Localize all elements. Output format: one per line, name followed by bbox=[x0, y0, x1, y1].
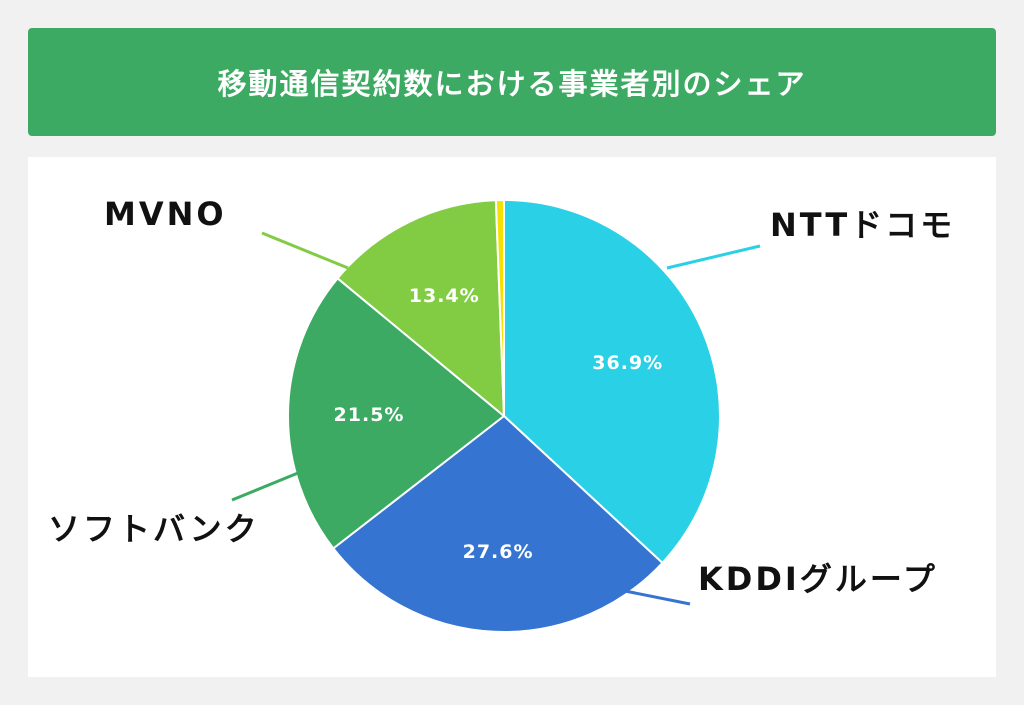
slice-value-label-2: 21.5% bbox=[334, 404, 405, 426]
pie-slice-2 bbox=[287, 276, 506, 550]
slice-value-label-0: 36.9% bbox=[592, 352, 663, 374]
callout-line-2 bbox=[231, 471, 299, 502]
title-bar: 移動通信契約数における事業者別のシェア bbox=[28, 28, 996, 136]
callout-line-0 bbox=[666, 244, 761, 270]
pie-slice-1 bbox=[331, 414, 664, 633]
pie-slice-0 bbox=[503, 198, 721, 565]
chart-title: 移動通信契約数における事業者別のシェア bbox=[217, 67, 807, 101]
pie-slice-4 bbox=[494, 198, 505, 417]
callout-line-1 bbox=[624, 589, 691, 606]
category-label-3: MVNO bbox=[104, 195, 227, 233]
slice-value-label-1: 27.6% bbox=[463, 541, 534, 563]
category-label-2: ソフトバンク bbox=[48, 510, 260, 548]
callout-line-3 bbox=[261, 231, 349, 270]
category-label-1: KDDIグループ bbox=[698, 560, 938, 598]
category-label-0: NTTドコモ bbox=[770, 206, 955, 244]
slice-value-label-3: 13.4% bbox=[409, 285, 480, 307]
